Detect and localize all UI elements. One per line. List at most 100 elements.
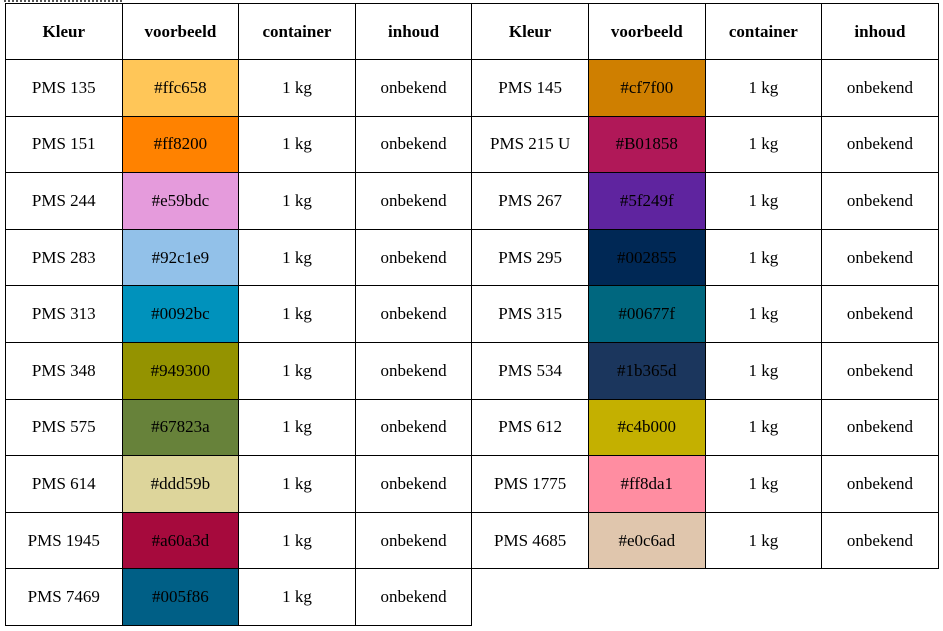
color-swatch-cell: #5f249f — [587, 172, 706, 230]
inhoud-cell: onbekend — [354, 341, 473, 400]
inhoud-cell: onbekend — [354, 228, 473, 287]
container-cell: 1 kg — [238, 455, 356, 513]
container-cell: 1 kg — [238, 511, 356, 570]
color-swatch-cell: #B01858 — [587, 115, 706, 174]
color-name-cell: PMS 4685 — [471, 511, 589, 570]
color-swatch-cell: #cf7f00 — [587, 59, 706, 117]
inhoud-cell: onbekend — [354, 59, 473, 117]
table-row: PMS 151 #ff8200 1 kg onbekend PMS 215 U #B018… — [5, 115, 939, 174]
inhoud-cell: onbekend — [354, 455, 473, 513]
inhoud-cell: onbekend — [821, 285, 939, 343]
table-row: PMS 575 #67823a 1 kg onbekend PMS 612 #c4b000… — [5, 398, 939, 457]
container-cell: 1 kg — [704, 228, 823, 287]
table-body: Kleur voorbeeld container inhoud Kleur v… — [5, 3, 939, 626]
color-swatch-cell: #e0c6ad — [587, 511, 706, 570]
color-swatch-cell: #67823a — [121, 398, 240, 457]
color-swatch-cell: #a60a3d — [121, 511, 240, 570]
container-cell: 1 kg — [704, 341, 823, 400]
table-row: PMS 614 #ddd59b 1 kg onbekend PMS 1775 #ff8da… — [5, 455, 939, 513]
color-name-cell: PMS 283 — [5, 228, 123, 287]
container-cell: 1 kg — [704, 398, 823, 457]
color-swatch-cell: #ff8da1 — [587, 455, 706, 513]
color-swatch-cell: #ddd59b — [121, 455, 240, 513]
header-voorbeeld: voorbeeld — [121, 3, 240, 60]
header-kleur: Kleur — [471, 3, 589, 60]
inhoud-cell: onbekend — [354, 285, 473, 343]
header-kleur: Kleur — [5, 3, 123, 60]
container-cell: 1 kg — [704, 511, 823, 570]
container-cell: 1 kg — [704, 285, 823, 343]
color-name-cell: PMS 215 U — [471, 115, 589, 174]
container-cell: 1 kg — [238, 398, 356, 457]
color-name-cell: PMS 244 — [5, 172, 123, 230]
inhoud-cell: onbekend — [821, 59, 939, 117]
inhoud-cell: onbekend — [821, 228, 939, 287]
color-name-cell: PMS 295 — [471, 228, 589, 287]
inhoud-cell: onbekend — [354, 115, 473, 174]
color-name-cell: PMS 534 — [471, 341, 589, 400]
inhoud-cell: onbekend — [354, 568, 473, 626]
color-swatch-cell: #00677f — [587, 285, 706, 343]
color-swatch-cell: #ff8200 — [121, 115, 240, 174]
header-inhoud: inhoud — [821, 3, 939, 60]
empty-cell — [822, 569, 939, 626]
table-row: PMS 7469 #005f86 1 kg onbekend — [5, 568, 939, 626]
color-swatch-cell: #002855 — [587, 228, 706, 287]
color-name-cell: PMS 614 — [5, 455, 123, 513]
color-name-cell: PMS 1945 — [5, 511, 123, 570]
table-row: PMS 283 #92c1e9 1 kg onbekend PMS 295 #002855… — [5, 228, 939, 287]
color-swatch-cell: #e59bdc — [121, 172, 240, 230]
container-cell: 1 kg — [704, 115, 823, 174]
color-swatch-cell: #0092bc — [121, 285, 240, 343]
color-name-cell: PMS 267 — [471, 172, 589, 230]
inhoud-cell: onbekend — [821, 341, 939, 400]
header-inhoud: inhoud — [354, 3, 473, 60]
empty-cell — [472, 569, 589, 626]
container-cell: 1 kg — [238, 228, 356, 287]
header-container: container — [704, 3, 823, 60]
table-row: PMS 313 #0092bc 1 kg onbekend PMS 315 #00677f… — [5, 285, 939, 343]
color-name-cell: PMS 135 — [5, 59, 123, 117]
header-row: Kleur voorbeeld container inhoud Kleur v… — [5, 3, 939, 60]
selection-dots — [4, 0, 122, 4]
empty-cell — [705, 569, 822, 626]
container-cell: 1 kg — [238, 115, 356, 174]
pms-color-table: Kleur voorbeeld container inhoud Kleur v… — [5, 3, 939, 626]
color-name-cell: PMS 612 — [471, 398, 589, 457]
color-name-cell: PMS 348 — [5, 341, 123, 400]
color-swatch-cell: #949300 — [121, 341, 240, 400]
inhoud-cell: onbekend — [354, 172, 473, 230]
empty-cell — [588, 569, 705, 626]
container-cell: 1 kg — [238, 172, 356, 230]
table-row: PMS 348 #949300 1 kg onbekend PMS 534 #1b365d… — [5, 341, 939, 400]
color-swatch-cell: #92c1e9 — [121, 228, 240, 287]
color-name-cell: PMS 315 — [471, 285, 589, 343]
color-swatch-cell: #ffc658 — [121, 59, 240, 117]
header-container: container — [238, 3, 356, 60]
color-swatch-cell: #005f86 — [121, 568, 240, 626]
color-name-cell: PMS 575 — [5, 398, 123, 457]
table-row: PMS 1945 #a60a3d 1 kg onbekend PMS 4685 #e0c6… — [5, 511, 939, 570]
color-name-cell: PMS 145 — [471, 59, 589, 117]
container-cell: 1 kg — [238, 568, 356, 626]
color-name-cell: PMS 1775 — [471, 455, 589, 513]
color-name-cell: PMS 313 — [5, 285, 123, 343]
header-voorbeeld: voorbeeld — [587, 3, 706, 60]
inhoud-cell: onbekend — [821, 455, 939, 513]
color-swatch-cell: #c4b000 — [587, 398, 706, 457]
table-row: PMS 244 #e59bdc 1 kg onbekend PMS 267 #5f249f… — [5, 172, 939, 230]
table-row: PMS 135 #ffc658 1 kg onbekend PMS 145 #cf7f00… — [5, 59, 939, 117]
inhoud-cell: onbekend — [821, 511, 939, 570]
container-cell: 1 kg — [704, 455, 823, 513]
container-cell: 1 kg — [238, 59, 356, 117]
color-swatch-cell: #1b365d — [587, 341, 706, 400]
inhoud-cell: onbekend — [354, 511, 473, 570]
color-name-cell: PMS 7469 — [5, 568, 123, 626]
container-cell: 1 kg — [704, 59, 823, 117]
inhoud-cell: onbekend — [354, 398, 473, 457]
container-cell: 1 kg — [238, 341, 356, 400]
inhoud-cell: onbekend — [821, 115, 939, 174]
container-cell: 1 kg — [704, 172, 823, 230]
container-cell: 1 kg — [238, 285, 356, 343]
inhoud-cell: onbekend — [821, 398, 939, 457]
